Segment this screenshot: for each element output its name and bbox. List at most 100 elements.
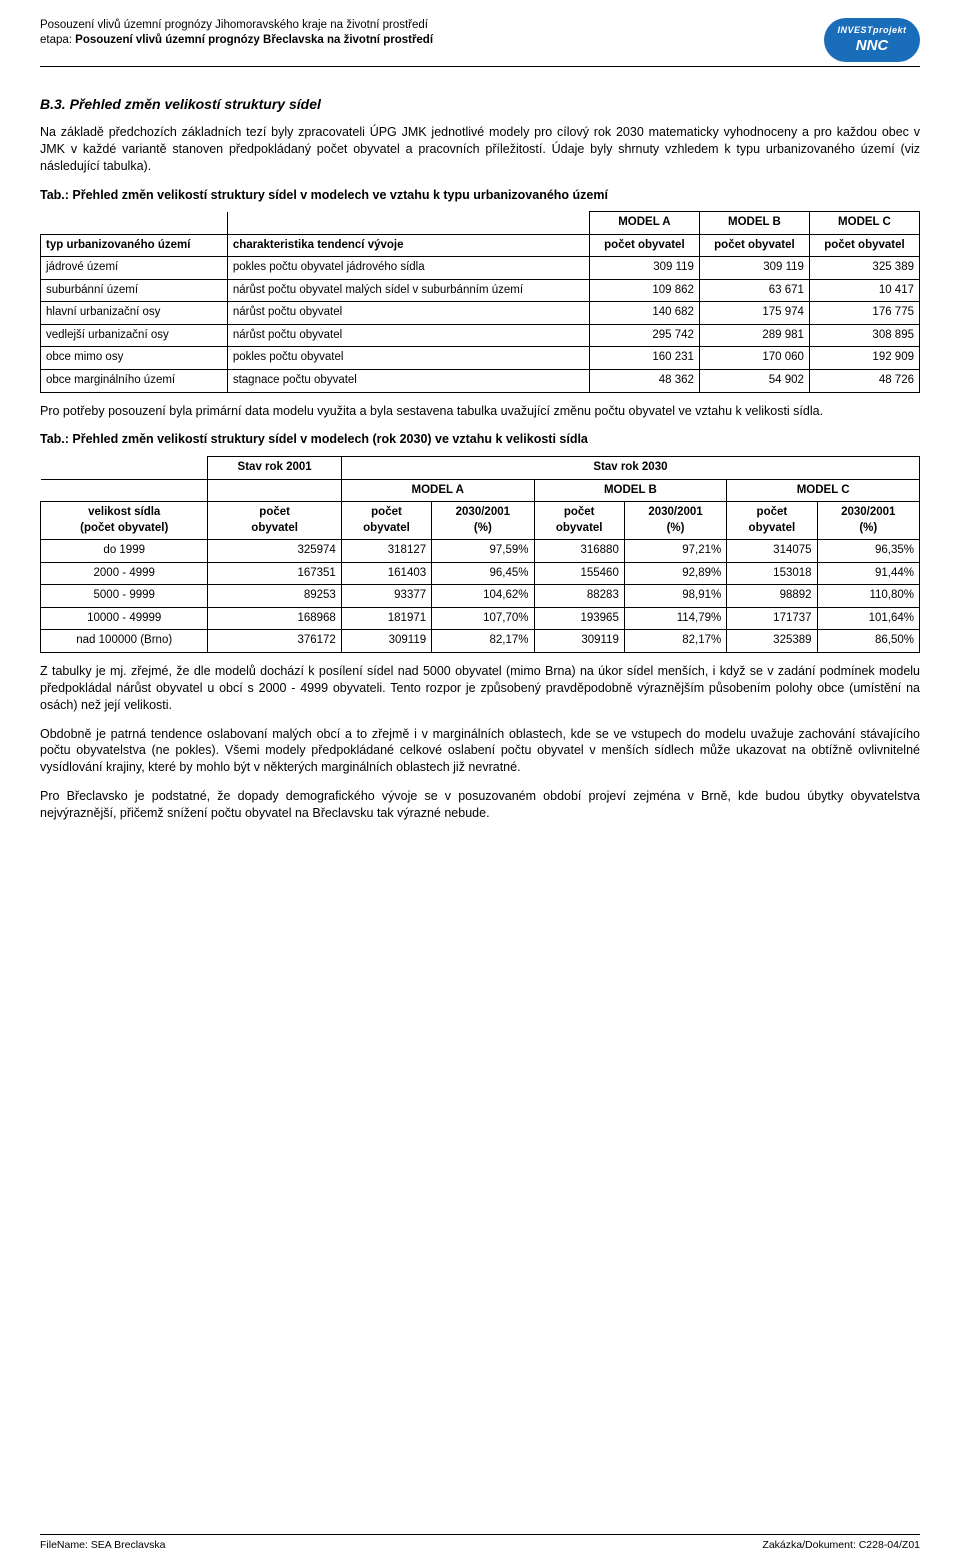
table2-head-2001: Stav rok 2001: [208, 457, 341, 480]
cell: do 1999: [41, 540, 208, 563]
cell: 308 895: [809, 324, 919, 347]
table2-head-2030: Stav rok 2030: [341, 457, 919, 480]
cell: 98,91%: [624, 585, 726, 608]
cell: 192 909: [809, 347, 919, 370]
cell: obce marginálního území: [41, 370, 228, 393]
cell: 10 417: [809, 279, 919, 302]
table2-head-bN: počet obyvatel: [534, 502, 624, 540]
cell: 153018: [727, 562, 817, 585]
cell: 96,45%: [432, 562, 534, 585]
table2-head-size: velikost sídla (počet obyvatel): [41, 502, 208, 540]
table-2: Stav rok 2001 Stav rok 2030 MODEL A MODE…: [40, 456, 920, 653]
table-row: obce mimo osypokles počtu obyvatel160 23…: [41, 347, 920, 370]
cell: 86,50%: [817, 630, 919, 653]
t2l: počet: [564, 506, 595, 518]
table-row: jádrové územípokles počtu obyvatel jádro…: [41, 257, 920, 280]
cell: 289 981: [699, 324, 809, 347]
cell: 161403: [341, 562, 431, 585]
t2l: obyvatel: [749, 522, 796, 534]
t2l: 2030/2001: [456, 506, 510, 518]
table2-size-l1: velikost sídla: [88, 506, 160, 518]
cell: 309119: [534, 630, 624, 653]
header-line2: etapa: Posouzení vlivů územní prognózy B…: [40, 33, 433, 48]
table-row: 2000 - 499916735116140396,45%15546092,89…: [41, 562, 920, 585]
cell: pokles počtu obyvatel jádrového sídla: [227, 257, 589, 280]
cell: 104,62%: [432, 585, 534, 608]
header-title-block: Posouzení vlivů územní prognózy Jihomora…: [40, 18, 433, 48]
table-row: nad 100000 (Brno)37617230911982,17%30911…: [41, 630, 920, 653]
footer-left: FileName: SEA Breclavska: [40, 1538, 165, 1552]
cell: 316880: [534, 540, 624, 563]
cell: 88283: [534, 585, 624, 608]
table2-head-mB: MODEL B: [534, 479, 727, 502]
table2-size-l2: (počet obyvatel): [80, 522, 168, 534]
header-line1: Posouzení vlivů územní prognózy Jihomora…: [40, 18, 433, 33]
cell: 97,21%: [624, 540, 726, 563]
table-row: 10000 - 49999168968181971107,70%19396511…: [41, 607, 920, 630]
page-footer: FileName: SEA Breclavska Zakázka/Dokumen…: [40, 1534, 920, 1552]
paragraph-3: Z tabulky je mj. zřejmé, že dle modelů d…: [40, 663, 920, 714]
cell: 92,89%: [624, 562, 726, 585]
cell: 170 060: [699, 347, 809, 370]
cell: pokles počtu obyvatel: [227, 347, 589, 370]
table1-head-modelC: MODEL C: [809, 212, 919, 235]
t2l: obyvatel: [556, 522, 603, 534]
logo-bottom: NNC: [856, 36, 889, 56]
footer-right: Zakázka/Dokument: C228-04/Z01: [762, 1538, 920, 1552]
table-row: obce marginálního územístagnace počtu ob…: [41, 370, 920, 393]
table2-head-aN: počet obyvatel: [341, 502, 431, 540]
cell: 63 671: [699, 279, 809, 302]
cell: 97,59%: [432, 540, 534, 563]
cell: 110,80%: [817, 585, 919, 608]
cell: 171737: [727, 607, 817, 630]
table-1: MODEL A MODEL B MODEL C typ urbanizované…: [40, 211, 920, 392]
cell: 98892: [727, 585, 817, 608]
cell: vedlejší urbanizační osy: [41, 324, 228, 347]
table2-head-cP: 2030/2001(%): [817, 502, 919, 540]
t2l: (%): [667, 522, 685, 534]
cell: 155460: [534, 562, 624, 585]
cell: jádrové území: [41, 257, 228, 280]
cell: 309119: [341, 630, 431, 653]
table1-head-subB: počet obyvatel: [699, 234, 809, 257]
cell: 96,35%: [817, 540, 919, 563]
paragraph-5: Pro Břeclavsko je podstatné, že dopady d…: [40, 788, 920, 822]
cell: 314075: [727, 540, 817, 563]
cell: 325 389: [809, 257, 919, 280]
cell: 318127: [341, 540, 431, 563]
cell: 309 119: [699, 257, 809, 280]
cell: 181971: [341, 607, 431, 630]
table1-head-col2: charakteristika tendencí vývoje: [227, 234, 589, 257]
cell: 309 119: [589, 257, 699, 280]
table2-p2: obyvatel: [251, 522, 298, 534]
table-row: vedlejší urbanizační osynárůst počtu oby…: [41, 324, 920, 347]
table-row: suburbánní územínárůst počtu obyvatel ma…: [41, 279, 920, 302]
table-row: hlavní urbanizační osynárůst počtu obyva…: [41, 302, 920, 325]
table1-head-subC: počet obyvatel: [809, 234, 919, 257]
section-heading: B.3. Přehled změn velikostí struktury sí…: [40, 95, 920, 114]
cell: 89253: [208, 585, 341, 608]
table2-head-mA: MODEL A: [341, 479, 534, 502]
t2l: obyvatel: [363, 522, 410, 534]
t2l: počet: [757, 506, 788, 518]
cell: 109 862: [589, 279, 699, 302]
cell: 193965: [534, 607, 624, 630]
cell: stagnace počtu obyvatel: [227, 370, 589, 393]
cell: 160 231: [589, 347, 699, 370]
table2-p1: počet: [259, 506, 290, 518]
cell: 54 902: [699, 370, 809, 393]
cell: 140 682: [589, 302, 699, 325]
header-line2-bold: Posouzení vlivů územní prognózy Břeclavs…: [75, 34, 433, 46]
cell: 101,64%: [817, 607, 919, 630]
page-header: Posouzení vlivů územní prognózy Jihomora…: [40, 18, 920, 67]
t2l: počet: [371, 506, 402, 518]
table2-head-c2001: počet obyvatel: [208, 502, 341, 540]
t2l: 2030/2001: [841, 506, 895, 518]
cell: 82,17%: [432, 630, 534, 653]
footer-doc: Zakázka/Dokument: C228-04/Z01: [762, 1538, 920, 1552]
cell: 376172: [208, 630, 341, 653]
cell: 5000 - 9999: [41, 585, 208, 608]
table1-head-modelB: MODEL B: [699, 212, 809, 235]
cell: 48 362: [589, 370, 699, 393]
logo-top: INVESTprojekt: [837, 24, 906, 36]
